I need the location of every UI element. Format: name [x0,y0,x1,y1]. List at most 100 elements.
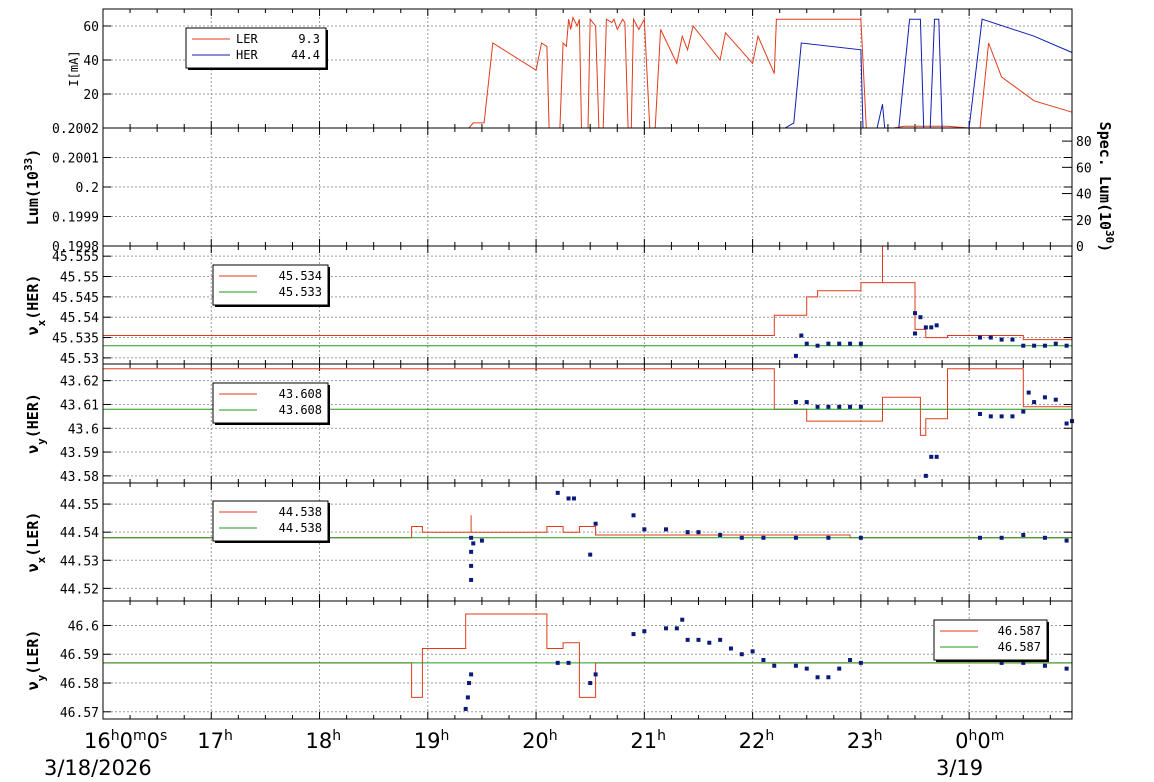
y-axis-label: νy(LER) [24,630,48,691]
data-point [934,454,939,459]
legend: 45.534 45.533 [212,264,330,307]
data-point [1064,538,1069,543]
legend-box [212,264,329,306]
data-point [1042,395,1047,400]
legend-value: 46.587 [998,640,1041,654]
y-axis-label: Lum(1033) [22,149,43,225]
y-tick-label: 44.55 [60,498,99,513]
data-point [793,353,798,358]
data-point [571,496,576,501]
data-point [848,658,853,662]
data-point [858,660,863,665]
panel-frame [102,600,1073,720]
data-point [566,496,571,501]
data-point [913,311,918,316]
data-point [793,535,798,540]
data-point [728,646,733,651]
y-tick-label: 45.535 [52,332,99,347]
data-point [815,404,820,409]
data-point [465,695,470,700]
data-point [1053,397,1058,402]
data-point [1042,663,1047,668]
data-point [593,672,598,677]
data-point [555,490,560,495]
data-point [923,325,928,330]
y-tick-label: 44.52 [60,582,99,597]
data-point [826,535,831,540]
data-point [1026,390,1031,395]
data-point [929,325,934,330]
y-tick-label: 43.61 [60,398,99,413]
y-tick-label: 40 [83,54,99,69]
y-tick-label: 46.59 [60,648,99,663]
legend-value: 46.587 [998,624,1041,638]
data-point [685,530,690,535]
legend-name: LER [236,32,258,46]
y-tick-label: 43.59 [60,446,99,461]
x-tick-label: 0h0m [955,728,1004,753]
data-point [761,535,766,540]
data-point [696,637,701,642]
x-tick-label: 16h0m0s [84,728,167,753]
data-point [680,617,685,622]
legend: 46.587 46.587 [933,619,1049,662]
data-point [761,658,766,662]
y-tick-label: 0.2 [76,181,99,196]
series-setpoint-line [103,515,1072,539]
data-point [593,521,598,526]
y2-axis-label: Spec. Lum(1030) [1096,122,1117,253]
x-tick-label: 21h [630,728,666,753]
data-point [663,527,668,532]
data-point [1064,343,1069,348]
data-point [471,541,476,546]
data-point [1064,666,1069,671]
data-point [469,549,474,554]
data-point [848,341,853,346]
y-tick-label: 45.53 [60,352,99,367]
data-point [934,323,939,328]
data-point [1032,343,1037,348]
data-point [1053,341,1058,346]
x-tick-label: 18h [306,728,342,753]
y2-tick-label: 80 [1076,135,1092,150]
data-point [469,535,474,540]
data-point [837,341,842,346]
legend-name: HER [236,48,258,62]
data-point [469,577,474,582]
data-point [1010,414,1015,419]
y2-tick-label: 40 [1076,188,1092,203]
data-point [696,530,701,535]
data-point [826,675,831,680]
date-start-label: 3/18/2026 [44,756,152,780]
legend: 43.608 43.608 [212,382,330,425]
panel-nux_ler: 44.52 44.53 44.54 44.55 νx(LER) 44.538 44.538 [24,482,1073,602]
data-point [555,660,560,665]
legend-box [212,382,329,424]
y2-tick-label: 20 [1076,214,1092,229]
data-point [804,341,809,346]
y-tick-label: 46.58 [60,677,99,692]
y-tick-label: 45.55 [60,271,99,286]
data-point [718,637,723,642]
legend-value: 43.608 [279,387,322,401]
legend-value: 45.533 [279,285,322,299]
data-point [858,404,863,409]
data-point [858,341,863,346]
data-point [999,337,1004,342]
data-point [1021,409,1026,414]
x-tick-label: 20h [522,728,558,753]
data-point [826,404,831,409]
data-point [642,527,647,532]
data-point [772,663,777,668]
legend-value: 9.3 [298,32,320,46]
legend: 44.538 44.538 [212,500,330,543]
y-tick-label: 0.2002 [52,122,99,137]
y-tick-label: 0.2001 [52,152,99,167]
data-point [918,315,923,320]
data-point [793,400,798,405]
data-point [469,672,474,677]
data-point [858,535,863,540]
y-tick-label: 0.1998 [52,240,99,255]
